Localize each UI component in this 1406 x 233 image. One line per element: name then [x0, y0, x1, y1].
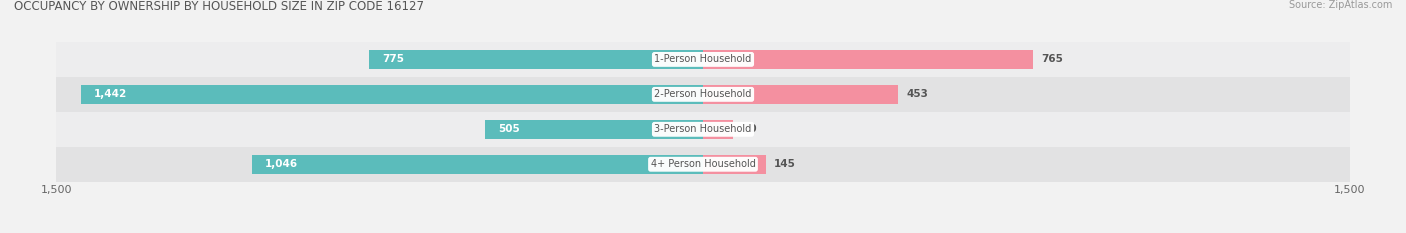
Bar [703, 120, 733, 139]
Text: 70: 70 [742, 124, 756, 134]
Text: 3-Person Household: 3-Person Household [654, 124, 752, 134]
Text: Source: ZipAtlas.com: Source: ZipAtlas.com [1288, 0, 1392, 10]
Text: 1-Person Household: 1-Person Household [654, 55, 752, 64]
Bar [703, 50, 1033, 69]
Bar [56, 42, 1350, 77]
Bar [703, 155, 765, 174]
Text: 2-Person Household: 2-Person Household [654, 89, 752, 99]
Text: 4+ Person Household: 4+ Person Household [651, 159, 755, 169]
Text: 765: 765 [1042, 55, 1063, 64]
Text: 145: 145 [775, 159, 796, 169]
Text: 505: 505 [498, 124, 520, 134]
Bar [368, 50, 703, 69]
Text: 453: 453 [907, 89, 929, 99]
Text: OCCUPANCY BY OWNERSHIP BY HOUSEHOLD SIZE IN ZIP CODE 16127: OCCUPANCY BY OWNERSHIP BY HOUSEHOLD SIZE… [14, 0, 425, 13]
Bar [56, 112, 1350, 147]
Bar [56, 77, 1350, 112]
Bar [703, 85, 898, 104]
Text: 1,442: 1,442 [94, 89, 128, 99]
Text: 1,046: 1,046 [264, 159, 298, 169]
Bar [56, 147, 1350, 182]
Bar [252, 155, 703, 174]
Bar [485, 120, 703, 139]
Text: 775: 775 [382, 55, 404, 64]
Bar [82, 85, 703, 104]
